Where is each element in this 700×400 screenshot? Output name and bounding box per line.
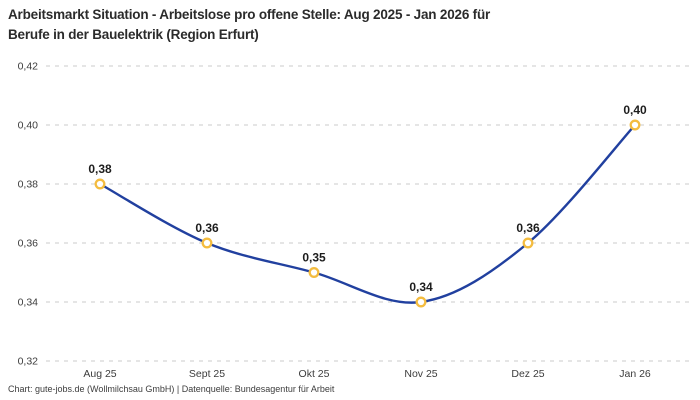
data-point-label: 0,35	[302, 251, 326, 265]
data-line-series	[98, 123, 637, 304]
data-point-label: 0,36	[516, 221, 540, 235]
line-chart: 0,32 0,34 0,36 0,38 0,40 0,42 Aug 25 Sept 25 Okt…	[18, 61, 690, 380]
chart-title-line1: Arbeitsmarkt Situation - Arbeitslose pro…	[8, 7, 491, 22]
data-point-marker[interactable]	[201, 237, 213, 249]
data-point-label: 0,38	[88, 162, 112, 176]
data-point-marker[interactable]	[522, 237, 534, 249]
data-point-label: 0,36	[195, 221, 219, 235]
x-axis-tick-label: Dez 25	[511, 368, 544, 380]
y-axis-tick-label: 0,40	[18, 120, 39, 132]
data-point-label: 0,40	[623, 103, 647, 117]
data-point-marker[interactable]	[94, 178, 106, 190]
data-point-marker[interactable]	[308, 267, 320, 278]
chart-title-line2: Berufe in der Bauelektrik (Region Erfurt…	[8, 26, 259, 42]
data-point-label: 0,34	[409, 280, 433, 294]
x-axis-tick-label: Nov 25	[404, 368, 437, 380]
x-axis-tick-label: Sept 25	[189, 368, 225, 380]
data-point-marker[interactable]	[629, 119, 641, 131]
y-axis-tick-label: 0,34	[18, 297, 39, 309]
y-axis-tick-label: 0,36	[18, 238, 39, 250]
data-point-marker[interactable]	[415, 296, 427, 308]
x-axis-tick-label: Jan 26	[619, 368, 651, 380]
chart-footer-credit: Chart: gute-jobs.de (Wollmilchsau GmbH) …	[8, 384, 335, 394]
x-axis-tick-label: Aug 25	[83, 368, 116, 380]
chart-title: Arbeitsmarkt Situation - Arbeitslose pro…	[8, 5, 692, 44]
y-axis-tick-label: 0,38	[18, 179, 39, 191]
y-axis-tick-label: 0,32	[18, 356, 39, 368]
x-axis-tick-label: Okt 25	[299, 368, 330, 380]
y-axis-tick-label: 0,42	[18, 61, 39, 73]
